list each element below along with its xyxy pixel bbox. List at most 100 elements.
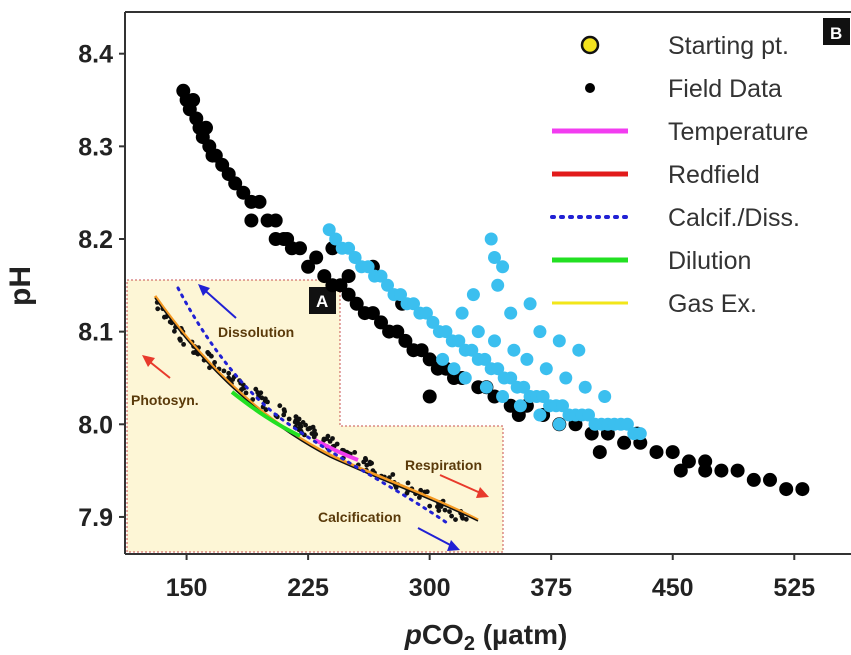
data-point [488,251,501,264]
data-point [523,297,537,311]
inset-dot [369,460,374,466]
data-point [426,315,440,329]
inset-photosyn-arrowhead [142,355,155,367]
inset-dot [286,416,292,422]
data-point [552,417,566,431]
data-point [268,232,283,246]
data-point [390,324,405,339]
x-tick-label: 375 [530,574,572,602]
data-point [349,296,364,311]
inset-orange-curve [153,295,479,522]
legend-label: Temperature [668,118,808,146]
data-point [342,241,356,255]
data-point [293,241,307,256]
x-axis-title-main: CO [422,619,464,650]
inset-dot [363,457,369,463]
data-point [714,463,729,478]
data-point [341,269,356,284]
data-point [458,371,472,385]
data-point [513,399,527,413]
x-tick-label: 225 [287,574,329,602]
ticks: 150 225 300 375 450 525 8.4 8.3 8.2 8.1 8.0 7.9 [78,41,815,602]
data-point [268,213,283,228]
data-point [779,482,794,497]
inset-dot [463,516,469,522]
inset-dot [453,517,458,522]
y-tick-label: 8.2 [78,226,113,254]
data-point [556,399,569,413]
data-series [176,83,810,497]
inset-dot [259,395,265,401]
inset-dot [230,377,236,382]
legend-item: Field Data [585,75,782,103]
y-tick-label: 8.0 [78,411,113,439]
legend-marker [585,83,595,93]
y-tick-label: 8.3 [78,133,113,161]
inset-dot [293,418,299,424]
data-point [317,269,332,284]
data-point [199,120,213,135]
legend-label: Starting pt. [668,32,789,60]
legend-item: Redfield [552,161,760,189]
inset-photosyn-label: Photosyn. [131,392,199,408]
data-point [620,417,634,431]
legend-label: Field Data [668,75,782,103]
y-tick-label: 8.4 [78,41,113,69]
inset-dot [424,489,430,495]
y-axis-title: pH [4,266,37,306]
data-point [572,343,586,357]
data-point [236,185,251,200]
data-point [439,325,453,339]
data-point [398,333,413,348]
inset-dot [405,480,411,486]
inset-dot [442,507,448,513]
inset-dot [436,508,442,513]
x-axis-title: pCO2 (µatm) [404,619,568,655]
data-point [479,380,493,394]
x-tick-label: 450 [652,574,694,602]
inset-calcification-arrowhead [447,540,460,551]
data-point [280,232,295,246]
data-point [407,297,420,311]
data-point [422,352,437,367]
data-point [186,93,201,107]
data-point [496,390,510,403]
inset-dot [177,336,183,342]
data-point [552,334,566,348]
data-point [252,194,267,209]
inset-panel-label: A [316,292,328,311]
data-point [329,232,343,246]
data-point [730,463,745,478]
inset-dot [293,414,299,420]
data-point [374,269,388,283]
inset-dot [226,370,232,376]
data-point [348,251,362,264]
data-point [536,390,550,403]
legend-label: Calcif./Diss. [668,204,800,232]
data-point [763,472,777,487]
data-point [568,417,583,432]
legend: Starting pt. Field Data Temperature Redfiel… [550,32,808,318]
data-point [600,426,615,441]
inset-dot [418,487,424,493]
data-point [520,352,534,366]
data-point [698,463,713,478]
data-point [649,445,664,460]
data-point [517,380,531,394]
data-point [491,278,505,292]
data-point [333,278,348,293]
data-point [673,463,688,478]
legend-item: Starting pt. [580,32,789,60]
inset-dot [427,503,433,509]
inset-dot [325,433,331,439]
inset-calcification-label: Calcification [318,509,401,525]
data-point [365,306,380,321]
inset-respiration-label: Respiration [405,457,482,473]
data-point [471,325,485,339]
data-point [361,260,375,274]
inset-dot [296,427,302,433]
panel-b-label: B [830,24,842,43]
data-point [578,380,592,394]
series-field-data [176,83,810,497]
data-point [309,250,324,265]
